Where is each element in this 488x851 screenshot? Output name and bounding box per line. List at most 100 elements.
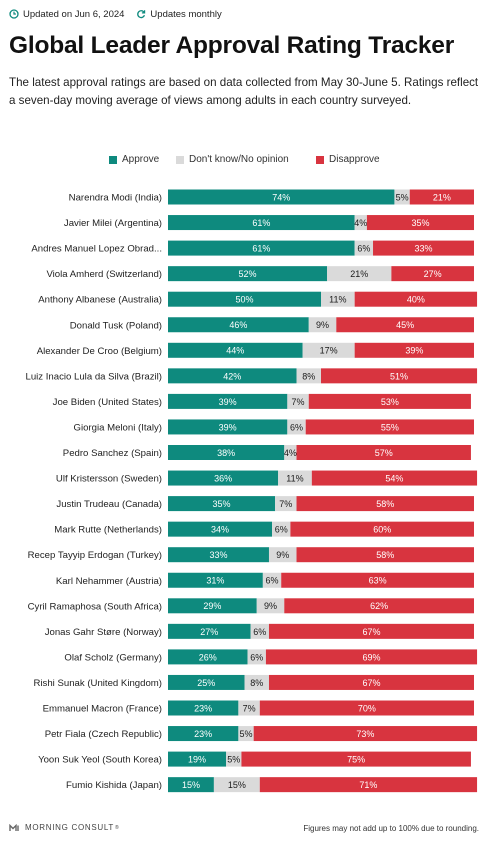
legend-disapprove-swatch bbox=[316, 155, 324, 164]
bar-disapprove bbox=[373, 240, 474, 256]
bar-disapprove bbox=[296, 445, 471, 460]
category-label: Mark Rutte (Netherlands) bbox=[54, 525, 162, 536]
bar-neutral bbox=[275, 496, 297, 512]
data-label-approve: 33% bbox=[209, 550, 227, 560]
data-label-approve: 39% bbox=[219, 422, 237, 432]
bar-neutral bbox=[238, 700, 260, 716]
data-label-neutral: 5% bbox=[227, 755, 240, 765]
bar-disapprove bbox=[268, 674, 474, 690]
data-label-approve: 23% bbox=[194, 703, 212, 713]
data-label-neutral: 9% bbox=[316, 320, 329, 330]
data-label-approve: 29% bbox=[203, 601, 221, 611]
data-label-disapprove: 75% bbox=[347, 755, 365, 765]
data-label-neutral: 4% bbox=[284, 448, 297, 458]
category-label: Anthony Albanese (Australia) bbox=[38, 295, 162, 306]
header-meta: Updated on Jun 6, 2024 Updates monthly bbox=[9, 6, 234, 22]
data-label-disapprove: 53% bbox=[381, 397, 399, 407]
page-subtitle: The latest approval ratings are based on… bbox=[9, 76, 479, 107]
data-label-approve: 44% bbox=[226, 346, 244, 356]
bar-neutral bbox=[268, 547, 297, 563]
bar-disapprove bbox=[268, 623, 474, 639]
data-label-neutral: 9% bbox=[264, 601, 277, 611]
bar-approve bbox=[168, 598, 257, 614]
chart-row: Javier Milei (Argentina) 61% 4% 35% bbox=[64, 215, 474, 231]
legend-disapprove-label: Disapprove bbox=[329, 154, 380, 165]
bar-neutral bbox=[247, 649, 266, 665]
frequency-info: Updates monthly bbox=[136, 8, 222, 20]
data-label-disapprove: 33% bbox=[415, 244, 433, 254]
bar-disapprove bbox=[281, 572, 474, 588]
data-label-approve: 26% bbox=[199, 652, 217, 662]
bar-approve bbox=[168, 674, 245, 690]
data-label-neutral: 9% bbox=[276, 550, 289, 560]
bar-approve bbox=[168, 445, 285, 460]
brand-logo: MORNING CONSULT ® bbox=[9, 823, 119, 832]
legend-neutral-swatch bbox=[176, 155, 184, 164]
bar-neutral bbox=[272, 521, 291, 537]
legend-approve-label: Approve bbox=[122, 154, 160, 165]
category-label: Cyril Ramaphosa (South Africa) bbox=[28, 601, 162, 612]
data-label-approve: 27% bbox=[200, 627, 218, 637]
bar-neutral bbox=[302, 342, 355, 358]
data-label-disapprove: 63% bbox=[369, 576, 387, 586]
data-label-neutral: 8% bbox=[302, 371, 315, 381]
category-label: Giorgia Meloni (Italy) bbox=[73, 422, 162, 433]
data-label-disapprove: 39% bbox=[405, 346, 423, 356]
bar-disapprove bbox=[259, 777, 478, 793]
data-label-neutral: 5% bbox=[396, 192, 409, 202]
chart-row: Recep Tayyip Erdogan (Turkey) 33% 9% 58% bbox=[28, 547, 474, 563]
data-label-approve: 61% bbox=[252, 218, 270, 228]
brand-mark-icon bbox=[9, 823, 19, 831]
bar-neutral bbox=[262, 572, 282, 588]
brand-trademark: ® bbox=[115, 824, 120, 831]
bar-disapprove bbox=[308, 393, 471, 409]
bar-approve bbox=[168, 623, 251, 639]
bar-disapprove bbox=[284, 598, 474, 614]
data-label-neutral: 7% bbox=[292, 397, 305, 407]
page-title: Global Leader Approval Rating Tracker bbox=[9, 32, 455, 59]
bar-neutral bbox=[296, 368, 321, 384]
frequency-label: Updates monthly bbox=[150, 8, 222, 20]
data-label-neutral: 17% bbox=[320, 346, 338, 356]
chart-row: Emmanuel Macron (France) 23% 7% 70% bbox=[43, 700, 474, 716]
data-label-neutral: 5% bbox=[240, 729, 253, 739]
bar-approve bbox=[168, 700, 239, 716]
data-label-approve: 19% bbox=[188, 755, 206, 765]
data-label-disapprove: 21% bbox=[433, 192, 451, 202]
bar-approve bbox=[168, 751, 227, 767]
bar-approve bbox=[168, 726, 239, 742]
bar-approve bbox=[168, 521, 273, 537]
chart-row: Cyril Ramaphosa (South Africa) 29% 9% 62% bbox=[28, 598, 474, 614]
data-label-disapprove: 51% bbox=[390, 371, 408, 381]
category-label: Fumio Kishida (Japan) bbox=[66, 780, 162, 791]
data-label-approve: 15% bbox=[182, 780, 200, 790]
bar-neutral bbox=[238, 726, 254, 742]
bar-neutral bbox=[244, 674, 269, 690]
legend-neutral-label: Don't know/No opinion bbox=[189, 154, 289, 165]
data-label-approve: 61% bbox=[252, 244, 270, 254]
category-label: Andres Manuel Lopez Obrad... bbox=[31, 244, 162, 255]
data-label-disapprove: 71% bbox=[359, 780, 377, 790]
bar-neutral bbox=[284, 445, 297, 460]
category-label: Petr Fiala (Czech Republic) bbox=[45, 729, 162, 740]
chart-row: Mark Rutte (Netherlands) 34% 6% 60% bbox=[54, 521, 474, 537]
bar-approve bbox=[168, 240, 355, 256]
bar-approve bbox=[168, 393, 288, 409]
bar-neutral bbox=[256, 598, 285, 614]
data-label-approve: 50% bbox=[235, 295, 253, 305]
category-label: Viola Amherd (Switzerland) bbox=[46, 269, 162, 280]
bar-approve bbox=[168, 419, 288, 435]
bar-neutral bbox=[278, 470, 312, 486]
chart-row: Olaf Scholz (Germany) 26% 6% 69% bbox=[64, 649, 478, 665]
chart-row: Alexander De Croo (Belgium) 44% 17% 39% bbox=[37, 342, 474, 358]
chart-row: Joe Biden (United States) 39% 7% 53% bbox=[53, 393, 471, 409]
data-label-neutral: 15% bbox=[228, 780, 246, 790]
bar-disapprove bbox=[253, 726, 478, 742]
data-label-neutral: 6% bbox=[253, 627, 266, 637]
data-label-disapprove: 45% bbox=[396, 320, 414, 330]
data-label-disapprove: 57% bbox=[375, 448, 393, 458]
data-label-neutral: 11% bbox=[286, 473, 303, 483]
bar-disapprove bbox=[391, 266, 474, 282]
data-label-approve: 34% bbox=[211, 525, 229, 535]
